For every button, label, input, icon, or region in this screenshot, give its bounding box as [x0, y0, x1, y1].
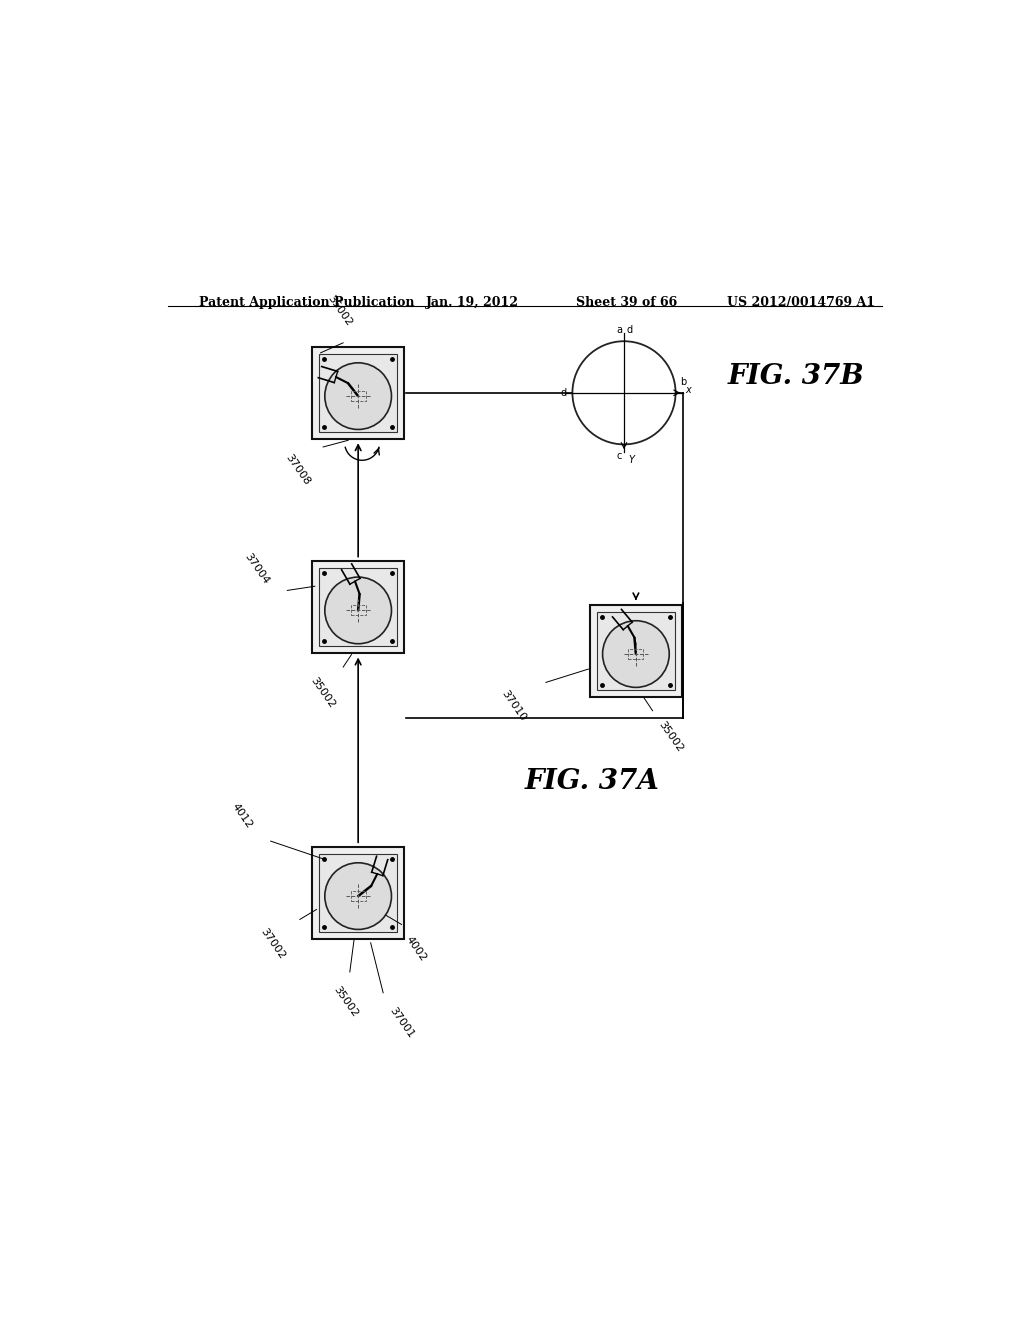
Bar: [319, 854, 397, 932]
Text: d: d: [560, 388, 566, 397]
Circle shape: [325, 363, 391, 429]
Bar: [312, 347, 404, 438]
Text: 35002: 35002: [326, 293, 354, 327]
Text: x: x: [685, 385, 690, 395]
Text: Y: Y: [628, 454, 634, 465]
Text: FIG. 37A: FIG. 37A: [524, 768, 659, 795]
Text: 4002: 4002: [404, 935, 428, 964]
Text: c: c: [616, 450, 622, 461]
Bar: [629, 649, 643, 659]
Bar: [319, 568, 397, 647]
Text: 37004: 37004: [243, 552, 270, 586]
Bar: [312, 561, 404, 653]
Text: 37001: 37001: [387, 1006, 416, 1040]
Circle shape: [602, 620, 670, 688]
Text: 37010: 37010: [500, 688, 527, 723]
Text: 35002: 35002: [332, 985, 359, 1019]
Text: Sheet 39 of 66: Sheet 39 of 66: [577, 296, 678, 309]
Text: Jan. 19, 2012: Jan. 19, 2012: [426, 296, 518, 309]
Text: 37002: 37002: [259, 927, 288, 961]
Bar: [319, 354, 397, 432]
Bar: [350, 606, 366, 615]
Circle shape: [325, 863, 391, 929]
Bar: [590, 605, 682, 697]
Circle shape: [325, 577, 391, 644]
Bar: [597, 611, 675, 690]
Text: 37008: 37008: [284, 453, 312, 487]
Text: a: a: [616, 325, 623, 335]
Text: 35002: 35002: [309, 676, 337, 710]
Text: 35002: 35002: [656, 719, 685, 754]
Text: d: d: [627, 325, 633, 335]
Text: FIG. 37B: FIG. 37B: [727, 363, 864, 391]
Bar: [350, 891, 366, 902]
Bar: [312, 847, 404, 939]
Text: 4012: 4012: [229, 801, 254, 830]
Bar: [350, 391, 366, 401]
Text: Patent Application Publication: Patent Application Publication: [200, 296, 415, 309]
Text: b: b: [680, 376, 686, 387]
Circle shape: [572, 342, 676, 445]
Text: US 2012/0014769 A1: US 2012/0014769 A1: [727, 296, 876, 309]
